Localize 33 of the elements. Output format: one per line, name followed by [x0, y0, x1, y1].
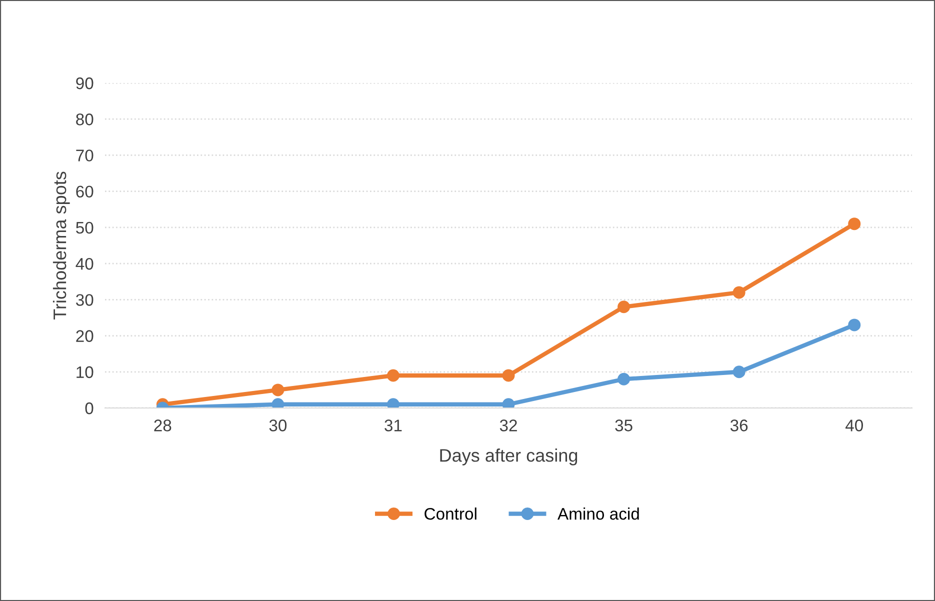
- y-tick-label: 10: [76, 366, 94, 378]
- y-tick-label: 40: [76, 258, 94, 270]
- point: [732, 286, 746, 299]
- point: [732, 366, 746, 378]
- x-tick-label: 30: [269, 420, 287, 432]
- y-tick-label: 20: [76, 330, 94, 342]
- x-tick-label: 28: [154, 420, 172, 432]
- y-tick-label: 50: [76, 222, 94, 234]
- y-tick-label: 60: [76, 186, 94, 198]
- x-tick-label: 35: [615, 420, 632, 432]
- y-tick-label: 70: [76, 150, 94, 162]
- x-axis-title: Days after casing: [440, 448, 578, 466]
- point: [272, 384, 284, 396]
- x-tick-label: 32: [500, 420, 517, 432]
- point: [618, 300, 630, 314]
- y-tick-label: 0: [85, 402, 94, 414]
- y-tick-label: 90: [76, 77, 94, 90]
- point: [618, 372, 630, 386]
- point: [502, 369, 515, 382]
- point: [386, 398, 400, 408]
- y-axis-title: Trichoderma spots: [52, 172, 70, 320]
- x-tick-label: 36: [730, 420, 748, 432]
- y-tick-label: 80: [76, 114, 94, 126]
- x-tick-label: 31: [384, 420, 402, 432]
- legend-label: Amino acid: [558, 508, 639, 520]
- point: [272, 398, 284, 408]
- x-tick-label: 40: [845, 420, 863, 432]
- y-tick-label: 30: [76, 294, 94, 306]
- legend-label: Control: [424, 508, 476, 520]
- point: [502, 398, 515, 408]
- point: [386, 369, 400, 382]
- point: [848, 218, 861, 230]
- point: [848, 318, 861, 332]
